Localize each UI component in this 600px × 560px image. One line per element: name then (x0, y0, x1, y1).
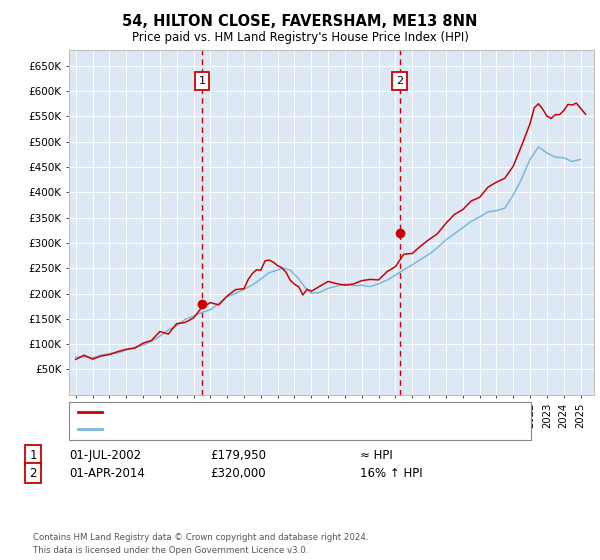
Text: Contains HM Land Registry data © Crown copyright and database right 2024.
This d: Contains HM Land Registry data © Crown c… (33, 533, 368, 554)
Text: 54, HILTON CLOSE, FAVERSHAM, ME13 8NN: 54, HILTON CLOSE, FAVERSHAM, ME13 8NN (122, 14, 478, 29)
Text: Price paid vs. HM Land Registry's House Price Index (HPI): Price paid vs. HM Land Registry's House … (131, 31, 469, 44)
Text: 54, HILTON CLOSE, FAVERSHAM, ME13 8NN (detached house): 54, HILTON CLOSE, FAVERSHAM, ME13 8NN (d… (106, 407, 425, 417)
Text: £320,000: £320,000 (210, 466, 266, 480)
Text: 16% ↑ HPI: 16% ↑ HPI (360, 466, 422, 480)
Text: 2: 2 (29, 466, 37, 480)
Text: 01-APR-2014: 01-APR-2014 (69, 466, 145, 480)
Text: 1: 1 (29, 449, 37, 462)
Text: 01-JUL-2002: 01-JUL-2002 (69, 449, 141, 462)
Text: HPI: Average price, detached house, Swale: HPI: Average price, detached house, Swal… (106, 424, 330, 434)
Text: 2: 2 (396, 76, 403, 86)
Text: 1: 1 (199, 76, 205, 86)
Text: £179,950: £179,950 (210, 449, 266, 462)
Text: ≈ HPI: ≈ HPI (360, 449, 393, 462)
